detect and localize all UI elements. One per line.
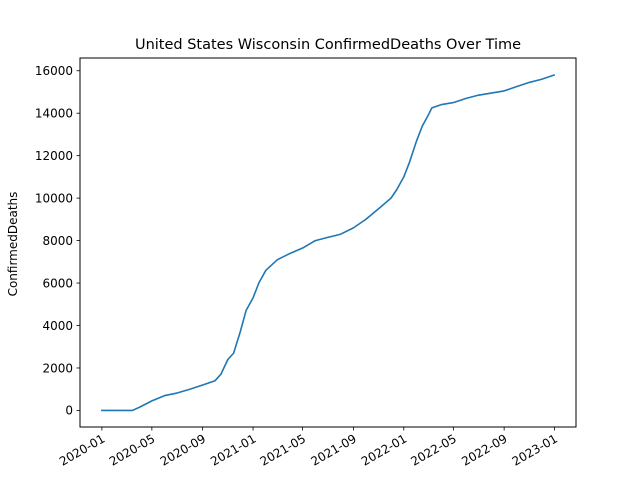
plot-frame: [79, 57, 577, 428]
y-tick-label: 12000: [35, 149, 73, 163]
y-tick-label: 2000: [42, 361, 73, 375]
y-axis-label: ConfirmedDeaths: [6, 192, 20, 297]
y-tick-label: 16000: [35, 64, 73, 78]
y-tick-label: 10000: [35, 191, 73, 205]
y-tick-label: 0: [65, 404, 73, 418]
y-tick-label: 4000: [42, 319, 73, 333]
y-tick-label: 8000: [42, 234, 73, 248]
series-line: [101, 73, 556, 412]
y-tick-label: 14000: [35, 107, 73, 121]
chart-title: United States Wisconsin ConfirmedDeaths …: [135, 37, 521, 53]
y-tick-label: 6000: [42, 276, 73, 290]
